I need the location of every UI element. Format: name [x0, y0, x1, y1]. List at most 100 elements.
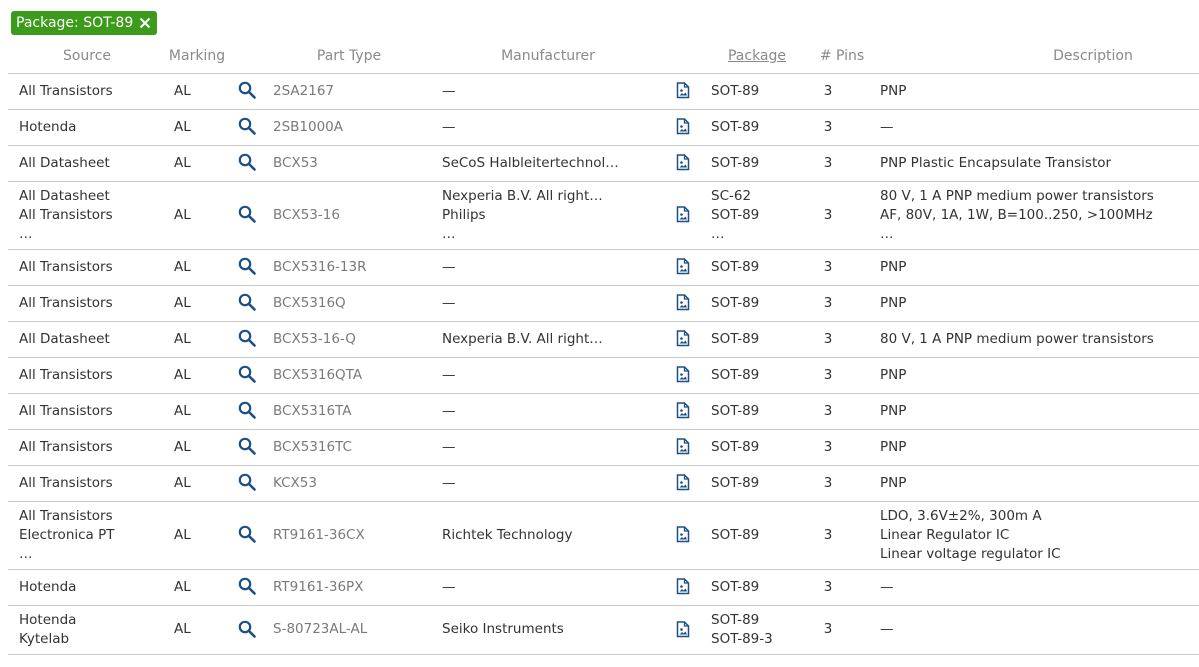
- pins-text: 3: [823, 578, 833, 595]
- filter-label: Package: SOT-89: [16, 15, 134, 31]
- search-icon[interactable]: [238, 365, 256, 387]
- pins-text: 3: [823, 526, 833, 543]
- source-text: Kytelab: [19, 630, 70, 647]
- column-header: Part Type: [316, 48, 382, 64]
- part-text: 2SA2167: [273, 82, 335, 99]
- manufacturer-text: —: [442, 118, 456, 135]
- datasheet-icon[interactable]: [676, 294, 690, 315]
- manufacturer-text: Seiko Instruments: [442, 621, 564, 637]
- column-header[interactable]: Package: [727, 48, 787, 64]
- filter-chip[interactable]: Package: SOT-89: [11, 11, 158, 35]
- pins-text: 3: [823, 366, 833, 383]
- marking-text: AL: [174, 206, 191, 223]
- source-text: Hotenda: [19, 118, 77, 135]
- datasheet-icon[interactable]: [676, 154, 690, 175]
- marking-text: AL: [174, 330, 191, 347]
- package-text: SOT-89: [711, 526, 760, 543]
- marking-text: AL: [174, 578, 191, 595]
- pins-text: 3: [823, 258, 833, 275]
- search-icon[interactable]: [238, 620, 256, 642]
- datasheet-icon[interactable]: [676, 258, 690, 279]
- datasheet-icon[interactable]: [676, 82, 690, 103]
- manufacturer-text: Nexperia B.V. All right…: [442, 187, 603, 204]
- datasheet-icon[interactable]: [676, 206, 690, 227]
- source-text: All Datasheet: [19, 154, 110, 171]
- description-text: AF, 80V, 1A, 1W, B=100..250, >100MHz: [880, 206, 1153, 223]
- search-icon[interactable]: [238, 205, 256, 227]
- marking-text: AL: [174, 294, 191, 311]
- row-border: [8, 181, 1199, 182]
- column-header: Marking: [168, 48, 226, 64]
- description-text: PNP: [880, 366, 907, 383]
- search-icon[interactable]: [238, 473, 256, 495]
- marking-text: AL: [174, 366, 191, 383]
- package-text: SOT-89: [711, 366, 760, 383]
- search-icon[interactable]: [238, 81, 256, 103]
- column-header: Description: [1053, 48, 1133, 64]
- package-text: SOT-89: [711, 206, 760, 223]
- marking-text: AL: [174, 474, 191, 491]
- package-text: SOT-89-3: [711, 630, 773, 647]
- search-icon[interactable]: [238, 153, 256, 175]
- marking-text: AL: [174, 258, 191, 275]
- source-text: All Transistors: [19, 206, 113, 223]
- marking-text: AL: [174, 154, 191, 171]
- row-border: [8, 654, 1199, 655]
- pins-text: 3: [823, 118, 833, 135]
- part-text: BCX53-16-Q: [273, 330, 356, 347]
- source-text: All Datasheet: [19, 187, 110, 204]
- part-text: BCX5316Q: [273, 294, 346, 311]
- pins-text: 3: [823, 206, 833, 223]
- row-border: [8, 285, 1199, 286]
- source-text: All Transistors: [19, 366, 113, 383]
- source-text: …: [19, 545, 33, 562]
- datasheet-icon[interactable]: [676, 118, 690, 139]
- description-text: —: [880, 621, 894, 637]
- search-icon[interactable]: [238, 525, 256, 547]
- pins-text: 3: [823, 154, 833, 171]
- search-icon[interactable]: [238, 401, 256, 423]
- part-text: BCX5316-13R: [273, 258, 367, 275]
- pins-text: 3: [823, 474, 833, 491]
- description-text: LDO, 3.6V±2%, 300m A: [880, 507, 1042, 524]
- search-icon[interactable]: [238, 437, 256, 459]
- datasheet-icon[interactable]: [676, 620, 690, 642]
- source-text: …: [19, 225, 33, 242]
- description-text: PNP: [880, 294, 907, 311]
- row-border: [8, 429, 1199, 430]
- row-border: [8, 501, 1199, 502]
- search-icon[interactable]: [238, 329, 256, 351]
- datasheet-icon[interactable]: [676, 366, 690, 387]
- description-text: 80 V, 1 A PNP medium power transistors: [880, 187, 1154, 204]
- package-text: SOT-89: [711, 154, 760, 171]
- source-text: All Transistors: [19, 507, 113, 524]
- search-icon[interactable]: [238, 293, 256, 315]
- search-icon[interactable]: [238, 257, 256, 279]
- datasheet-icon[interactable]: [676, 526, 690, 547]
- datasheet-icon[interactable]: [676, 438, 690, 459]
- package-text: …: [711, 225, 725, 242]
- row-border: [8, 605, 1199, 606]
- row-border: [8, 109, 1199, 110]
- row-border: [8, 321, 1199, 322]
- part-text: 2SB1000A: [273, 118, 344, 135]
- part-text: BCX5316QTA: [273, 366, 363, 383]
- search-icon[interactable]: [238, 117, 256, 139]
- pins-text: 3: [823, 294, 833, 311]
- datasheet-icon[interactable]: [676, 474, 690, 495]
- datasheet-icon[interactable]: [676, 402, 690, 423]
- datasheet-icon[interactable]: [676, 330, 690, 351]
- datasheet-icon[interactable]: [676, 578, 690, 599]
- source-text: All Datasheet: [19, 330, 110, 347]
- remove-filter-icon[interactable]: [139, 17, 151, 29]
- package-text: SC-62: [711, 187, 752, 204]
- manufacturer-text: —: [442, 474, 456, 491]
- description-text: PNP Plastic Encapsulate Transistor: [880, 154, 1112, 171]
- manufacturer-text: —: [442, 258, 456, 275]
- pins-text: 3: [823, 330, 833, 347]
- search-icon[interactable]: [238, 577, 256, 599]
- manufacturer-text: —: [442, 402, 456, 419]
- source-text: All Transistors: [19, 82, 113, 99]
- marking-text: AL: [174, 621, 191, 637]
